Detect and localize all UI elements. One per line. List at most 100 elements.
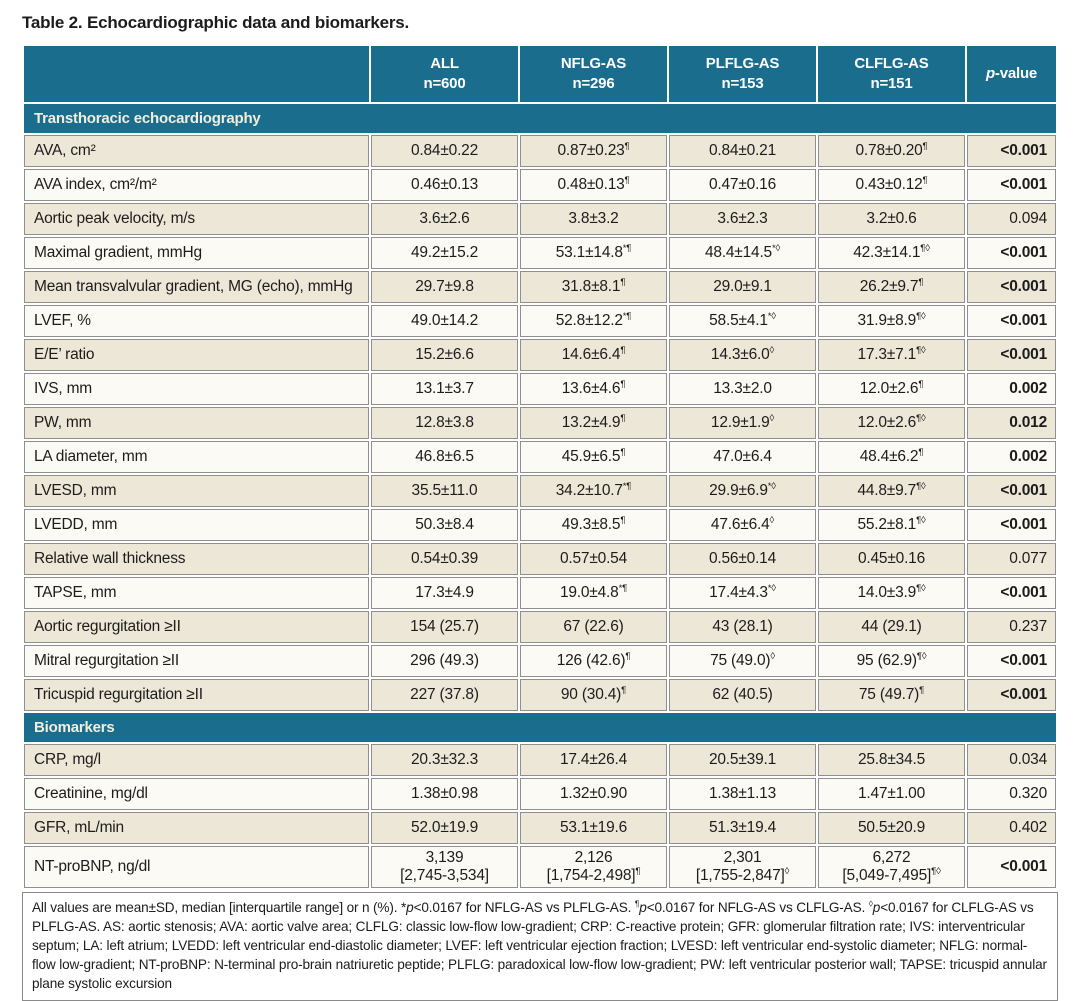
row-label: Maximal gradient, mmHg [24, 237, 369, 269]
value-cell: 49.3±8.5¶ [520, 509, 667, 541]
value-cell: 0.47±0.16 [669, 169, 816, 201]
table-row: E/E’ ratio 15.2±6.6 14.6±6.4¶ 14.3±6.0◊ 17.3… [24, 339, 1056, 371]
section-title: Biomarkers [24, 713, 1056, 742]
p-value-cell: <0.001 [967, 509, 1056, 541]
p-value-cell: <0.001 [967, 169, 1056, 201]
row-label: Aortic regurgitation ≥II [24, 611, 369, 643]
header-col-clflg: CLFLG-AS n=151 [818, 46, 965, 102]
value-cell: 20.3±32.3 [371, 744, 518, 776]
value-cell: 2,126 [1,754-2,498]¶ [520, 846, 667, 888]
table-row: AVA, cm² 0.84±0.22 0.87±0.23¶ 0.84±0.21 0.78… [24, 135, 1056, 167]
value-cell: 17.3±4.9 [371, 577, 518, 609]
value-cell: 1.32±0.90 [520, 778, 667, 810]
value-cell: 3.8±3.2 [520, 203, 667, 235]
table-row: LVEF, % 49.0±14.2 52.8±12.2*¶ 58.5±4.1*◊ 31.… [24, 305, 1056, 337]
value-cell: 67 (22.6) [520, 611, 667, 643]
p-value-cell: <0.001 [967, 271, 1056, 303]
value-cell: 26.2±9.7¶ [818, 271, 965, 303]
row-label: IVS, mm [24, 373, 369, 405]
value-cell: 14.0±3.9¶◊ [818, 577, 965, 609]
row-label: Relative wall thickness [24, 543, 369, 575]
col-label: CLFLG-AS [854, 54, 929, 72]
value-cell: 20.5±39.1 [669, 744, 816, 776]
value-cell: 48.4±14.5*◊ [669, 237, 816, 269]
p-value-cell: <0.001 [967, 475, 1056, 507]
echo-biomarkers-table: ALL n=600 NFLG-AS n=296 PLFLG-AS n=153 CLFL… [22, 44, 1058, 890]
value-cell: 12.0±2.6¶◊ [818, 407, 965, 439]
col-label: ALL [430, 54, 459, 72]
p-value-cell: <0.001 [967, 846, 1056, 888]
table-row: Creatinine, mg/dl 1.38±0.98 1.32±0.90 1.38±… [24, 778, 1056, 810]
row-label: LA diameter, mm [24, 441, 369, 473]
row-label: TAPSE, mm [24, 577, 369, 609]
table-body: Transthoracic echocardiography AVA, cm² 0.… [24, 104, 1056, 888]
row-label: NT-proBNP, ng/dl [24, 846, 369, 888]
value-cell: 3.6±2.6 [371, 203, 518, 235]
value-cell: 31.9±8.9¶◊ [818, 305, 965, 337]
p-rest: -value [994, 64, 1038, 82]
value-cell: 35.5±11.0 [371, 475, 518, 507]
col-n: n=296 [572, 75, 615, 92]
value-cell: 49.2±15.2 [371, 237, 518, 269]
value-cell: 45.9±6.5¶ [520, 441, 667, 473]
p-value-cell: 0.077 [967, 543, 1056, 575]
footnote: All values are mean±SD, median [interqua… [22, 892, 1058, 1001]
table-row: LVEDD, mm 50.3±8.4 49.3±8.5¶ 47.6±6.4◊ 55.2±… [24, 509, 1056, 541]
p-value-cell: 0.002 [967, 373, 1056, 405]
value-cell: 13.6±4.6¶ [520, 373, 667, 405]
header-col-plflg: PLFLG-AS n=153 [669, 46, 816, 102]
table-row: GFR, mL/min 52.0±19.9 53.1±19.6 51.3±19.4 50… [24, 812, 1056, 844]
p-value-cell: <0.001 [967, 679, 1056, 711]
col-label: PLFLG-AS [705, 54, 780, 72]
col-n: n=600 [423, 75, 466, 92]
section-header-row: Biomarkers [24, 713, 1056, 742]
value-cell: 154 (25.7) [371, 611, 518, 643]
section-header-row: Transthoracic echocardiography [24, 104, 1056, 133]
table-row: PW, mm 12.8±3.8 13.2±4.9¶ 12.9±1.9◊ 12.0±2.6… [24, 407, 1056, 439]
value-cell: 58.5±4.1*◊ [669, 305, 816, 337]
value-cell: 75 (49.0)◊ [669, 645, 816, 677]
row-label: AVA index, cm²/m² [24, 169, 369, 201]
value-cell: 55.2±8.1¶◊ [818, 509, 965, 541]
p-value-cell: 0.402 [967, 812, 1056, 844]
value-cell: 2,301 [1,755-2,847]◊ [669, 846, 816, 888]
value-cell: 49.0±14.2 [371, 305, 518, 337]
p-value-cell: 0.320 [967, 778, 1056, 810]
value-cell: 44 (29.1) [818, 611, 965, 643]
p-value-cell: <0.001 [967, 577, 1056, 609]
value-cell: 50.3±8.4 [371, 509, 518, 541]
row-label: LVEF, % [24, 305, 369, 337]
table-row: CRP, mg/l 20.3±32.3 17.4±26.4 20.5±39.1 25.8… [24, 744, 1056, 776]
value-cell: 15.2±6.6 [371, 339, 518, 371]
value-cell: 25.8±34.5 [818, 744, 965, 776]
table-row: Mitral regurgitation ≥II 296 (49.3) 126 (4… [24, 645, 1056, 677]
p-value-cell: 0.094 [967, 203, 1056, 235]
col-label: NFLG-AS [560, 54, 627, 72]
header-col-nflg: NFLG-AS n=296 [520, 46, 667, 102]
value-cell: 90 (30.4)¶ [520, 679, 667, 711]
value-cell: 95 (62.9)¶◊ [818, 645, 965, 677]
value-cell: 126 (42.6)¶ [520, 645, 667, 677]
value-cell: 53.1±19.6 [520, 812, 667, 844]
row-label: PW, mm [24, 407, 369, 439]
value-cell: 44.8±9.7¶◊ [818, 475, 965, 507]
header-row: ALL n=600 NFLG-AS n=296 PLFLG-AS n=153 CLFL… [24, 46, 1056, 102]
col-n: n=153 [721, 75, 764, 92]
table-row: LVESD, mm 35.5±11.0 34.2±10.7*¶ 29.9±6.9*◊ 4… [24, 475, 1056, 507]
value-cell: 29.7±9.8 [371, 271, 518, 303]
value-cell: 14.3±6.0◊ [669, 339, 816, 371]
value-cell: 3,139 [2,745-3,534] [371, 846, 518, 888]
value-cell: 19.0±4.8*¶ [520, 577, 667, 609]
value-cell: 1.38±1.13 [669, 778, 816, 810]
value-cell: 0.56±0.14 [669, 543, 816, 575]
col-n: n=151 [870, 75, 913, 92]
value-cell: 31.8±8.1¶ [520, 271, 667, 303]
p-italic: p [985, 64, 995, 82]
p-value-cell: <0.001 [967, 135, 1056, 167]
value-cell: 52.8±12.2*¶ [520, 305, 667, 337]
table-row: NT-proBNP, ng/dl 3,139 [2,745-3,534] 2,126[… [24, 846, 1056, 888]
value-cell: 14.6±6.4¶ [520, 339, 667, 371]
row-label: Mean transvalvular gradient, MG (echo), … [24, 271, 369, 303]
page-title: Table 2. Echocardiographic data and biom… [22, 13, 410, 32]
value-cell: 227 (37.8) [371, 679, 518, 711]
